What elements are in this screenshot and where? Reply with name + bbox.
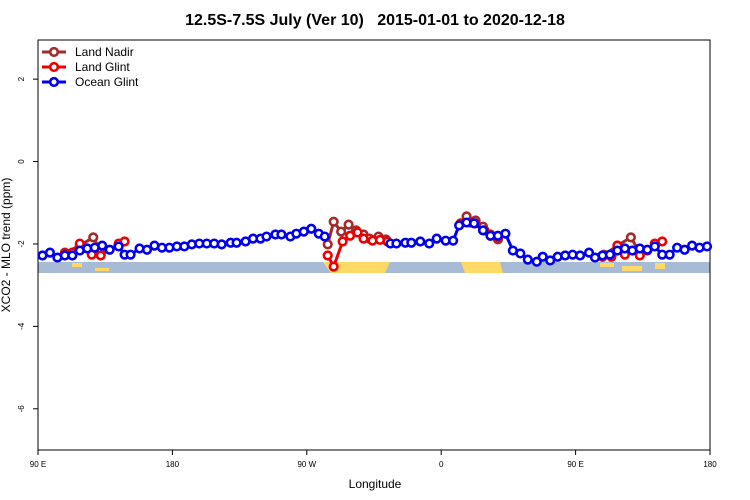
data-point — [322, 250, 333, 261]
data-point — [95, 250, 106, 261]
data-point — [468, 218, 480, 229]
legend-marker — [48, 46, 60, 58]
data-point — [500, 228, 511, 239]
x-tick-label: 180 — [703, 460, 717, 469]
data-point — [522, 254, 533, 265]
data-point — [574, 250, 586, 261]
data-point — [625, 232, 636, 243]
data-point — [97, 240, 108, 251]
data-point — [261, 231, 272, 242]
legend-label: Land Nadir — [75, 45, 134, 59]
data-point — [537, 251, 548, 262]
data-point — [358, 233, 369, 244]
data-point — [701, 241, 713, 252]
chart-title: 12.5S-7.5S July (Ver 10) 2015-01-01 to 2… — [185, 12, 565, 29]
y-tick-label: -4 — [17, 322, 26, 330]
x-tick-label: 0 — [439, 460, 444, 469]
data-point — [319, 231, 330, 242]
data-point — [448, 235, 459, 246]
y-axis-label: XCO2 - MLO trend (ppm) — [0, 178, 13, 313]
data-point — [104, 244, 115, 255]
data-point — [545, 255, 556, 266]
land-strip — [461, 262, 503, 273]
data-point — [406, 237, 417, 248]
y-tick-label: 2 — [17, 76, 26, 81]
data-point — [328, 216, 339, 227]
data-point — [113, 241, 124, 252]
data-point — [604, 249, 616, 260]
legend-marker — [48, 76, 60, 88]
y-tick-label: 0 — [17, 159, 26, 164]
x-axis-label: Longitude — [349, 477, 402, 491]
data-point — [322, 239, 333, 250]
data-point — [67, 250, 78, 261]
data-point — [431, 233, 442, 244]
legend-marker — [48, 61, 60, 73]
legend-label: Land Glint — [75, 60, 130, 74]
data-point — [649, 241, 660, 252]
land-strip — [72, 263, 82, 267]
data-point — [336, 226, 347, 237]
data-point — [664, 249, 675, 260]
land-strip — [323, 262, 390, 273]
data-point — [337, 236, 348, 247]
data-point — [424, 238, 435, 249]
data-point — [125, 249, 136, 260]
land-strip — [655, 263, 665, 269]
data-point — [515, 248, 526, 259]
data-point — [88, 232, 99, 243]
data-point — [415, 236, 426, 247]
land-strip — [622, 266, 642, 271]
x-tick-label: 90 E — [30, 460, 46, 469]
data-point — [477, 225, 489, 236]
data-point — [44, 247, 56, 258]
x-tick-label: 90 W — [297, 460, 316, 469]
land-strip — [600, 263, 614, 267]
data-point — [276, 229, 287, 240]
data-point — [657, 236, 668, 247]
data-point — [141, 244, 153, 255]
legend-label: Ocean Glint — [75, 75, 139, 89]
data-point — [679, 244, 690, 255]
x-tick-label: 90 E — [567, 460, 583, 469]
land-strip — [95, 268, 109, 271]
data-point — [343, 219, 354, 230]
data-point — [231, 237, 242, 248]
data-point — [306, 223, 317, 234]
data-point — [352, 227, 363, 238]
map-strip — [38, 262, 710, 273]
data-point — [216, 239, 227, 250]
y-tick-label: -2 — [17, 240, 26, 248]
x-tick-label: 180 — [166, 460, 180, 469]
y-tick-label: -6 — [17, 405, 26, 413]
data-point — [391, 238, 402, 249]
data-point — [328, 261, 339, 272]
